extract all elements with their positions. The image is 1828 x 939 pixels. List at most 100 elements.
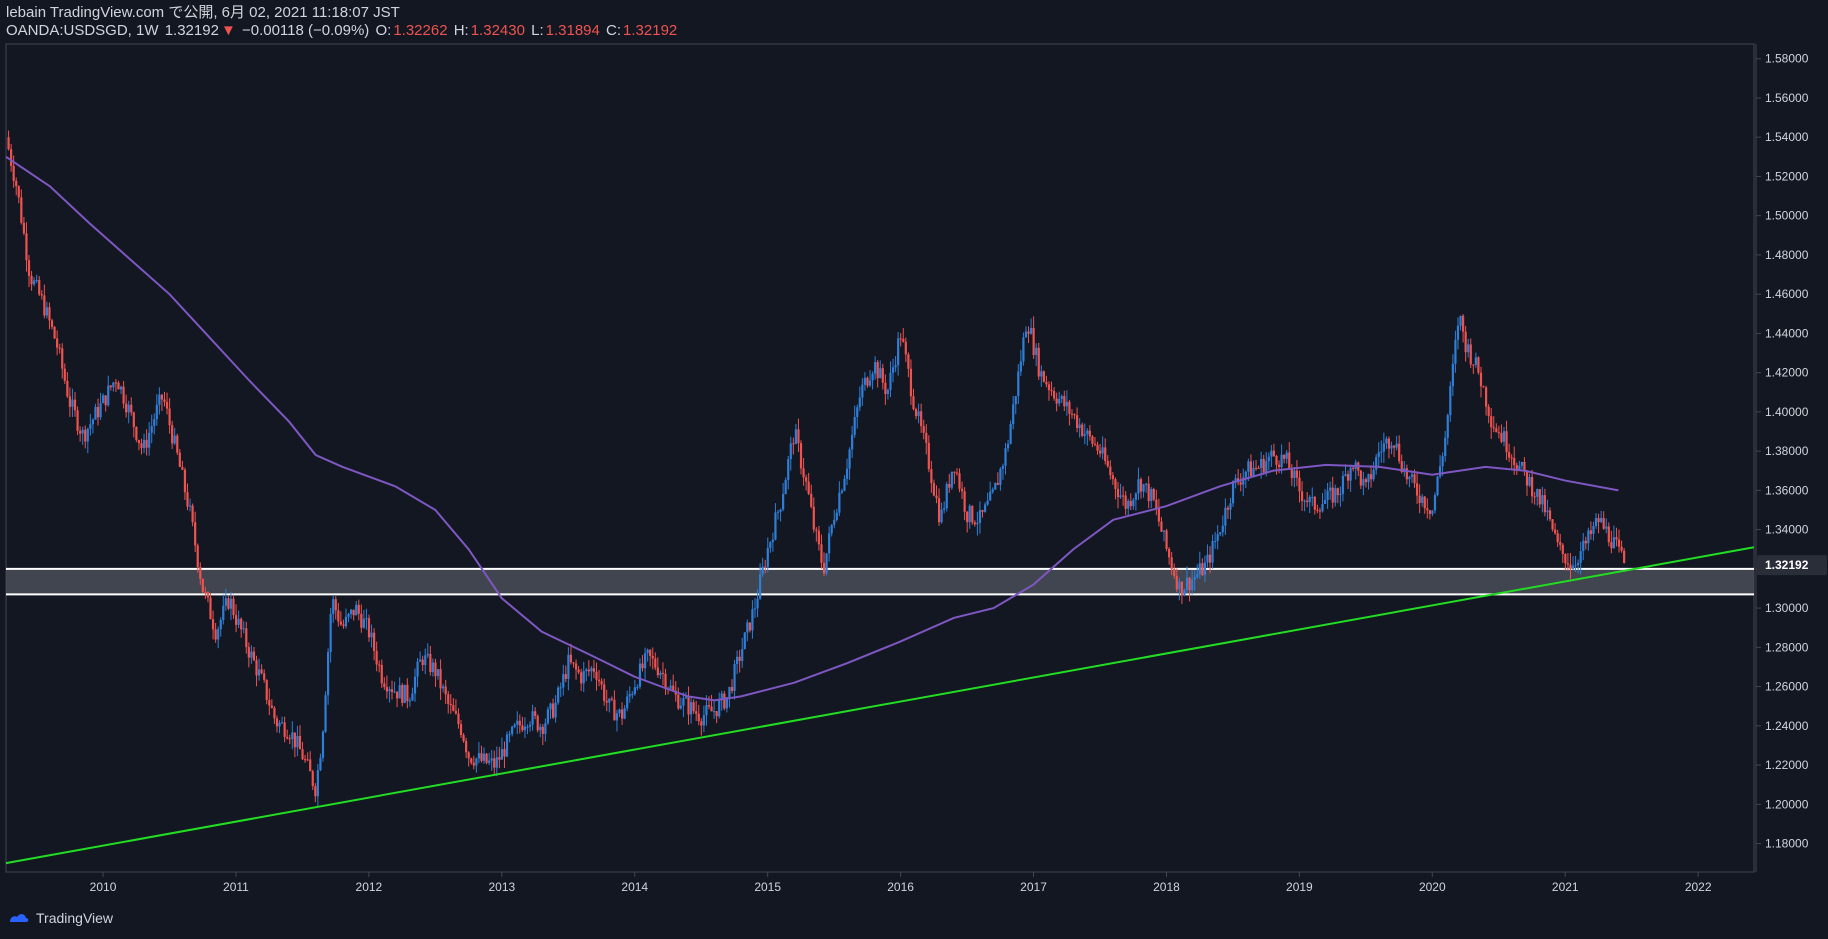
candle-body [1298, 477, 1301, 492]
candle-body [557, 687, 560, 703]
time-tick-label: 2012 [356, 880, 383, 894]
candle-body [1482, 386, 1485, 388]
candle-body [53, 326, 56, 339]
candle-body [914, 409, 918, 417]
candle-body [1615, 537, 1618, 540]
candle-body [211, 619, 215, 630]
candle-body [1014, 396, 1017, 405]
candle-body [1385, 438, 1388, 444]
candle-body [344, 616, 348, 627]
candle-body [1101, 447, 1104, 454]
candle-body [1170, 557, 1173, 570]
candle-body [1472, 364, 1475, 366]
candle-body [326, 652, 330, 696]
candle-body [485, 753, 488, 763]
candle-body [628, 694, 631, 697]
candle-body [365, 618, 368, 620]
candle-body [413, 676, 417, 694]
candle-body [1198, 563, 1201, 575]
price-tick-label: 1.44000 [1765, 326, 1809, 340]
candle-body [986, 500, 989, 505]
price-tick-label: 1.42000 [1765, 366, 1809, 380]
candle-body [983, 504, 987, 512]
candle-body [1525, 471, 1529, 486]
price-tick-label: 1.30000 [1765, 601, 1809, 615]
candle-body [1063, 396, 1066, 407]
candle-body [943, 508, 946, 510]
candle-body [973, 522, 976, 525]
candle-body [641, 663, 644, 669]
candle-body [1280, 454, 1283, 468]
candle-body [851, 434, 854, 450]
candle-body [789, 443, 792, 460]
time-tick-label: 2011 [223, 880, 249, 894]
candle-body [442, 686, 445, 689]
candle-body [615, 713, 619, 721]
candle-body [355, 604, 358, 616]
candle-body [1152, 489, 1155, 500]
price-tick-label: 1.20000 [1765, 797, 1809, 811]
candle-body [935, 495, 938, 499]
candle-body [1239, 482, 1242, 485]
candle-body [321, 731, 325, 758]
candle-body [165, 401, 169, 409]
candle-body [1508, 452, 1511, 458]
candle-body [1510, 457, 1513, 459]
candle-body [240, 618, 243, 630]
open-label: O: [375, 22, 392, 39]
symbol-label[interactable]: OANDA:USDSGD, 1W [6, 22, 159, 39]
candle-body [1423, 496, 1426, 509]
candle-body [1331, 487, 1334, 503]
candle-body [712, 711, 716, 713]
candle-body [863, 377, 867, 385]
candle-body [1175, 575, 1178, 590]
candle-body [388, 689, 391, 692]
candle-body [513, 724, 516, 727]
candle-body [958, 473, 961, 489]
candle-body [1055, 398, 1058, 404]
candle-body [672, 685, 675, 691]
candle-body [390, 689, 394, 693]
candle-body [1364, 479, 1368, 483]
candle-body [1285, 452, 1288, 459]
candle-body [1254, 467, 1258, 469]
candle-body [163, 399, 166, 402]
candle-body [114, 382, 118, 384]
candle-body [498, 757, 501, 760]
candle-body [406, 684, 409, 702]
price-tick-label: 1.40000 [1765, 405, 1809, 419]
candle-body [25, 233, 28, 261]
candle-body [452, 705, 455, 711]
candle-body [109, 385, 112, 388]
candle-body [1564, 554, 1567, 564]
candle-body [574, 663, 578, 670]
candle-body [1538, 489, 1541, 505]
candle-body [332, 599, 335, 614]
candle-body [22, 222, 25, 234]
candle-body [1221, 525, 1224, 533]
candle-body [710, 706, 713, 712]
candle-body [1334, 488, 1337, 503]
candle-body [1203, 562, 1207, 576]
candle-body [1272, 450, 1276, 456]
candle-body [140, 443, 143, 449]
price-tick-label: 1.18000 [1765, 837, 1809, 851]
candle-body [1185, 577, 1189, 590]
candle-body [692, 702, 695, 712]
candle-body [398, 685, 401, 699]
candle-body [1395, 443, 1398, 448]
candle-body [465, 741, 468, 753]
candle-body [523, 726, 527, 731]
candle-body [411, 693, 414, 701]
candle-body [1500, 432, 1503, 442]
candle-body [173, 435, 176, 444]
candle-body [229, 598, 233, 609]
support-trendline [5, 546, 1755, 865]
candle-body [976, 522, 979, 525]
candle-body [1201, 563, 1204, 576]
branding[interactable]: TradingView [8, 910, 113, 926]
candle-body [679, 705, 682, 709]
candle-body [298, 735, 302, 750]
candle-body [1037, 347, 1040, 377]
